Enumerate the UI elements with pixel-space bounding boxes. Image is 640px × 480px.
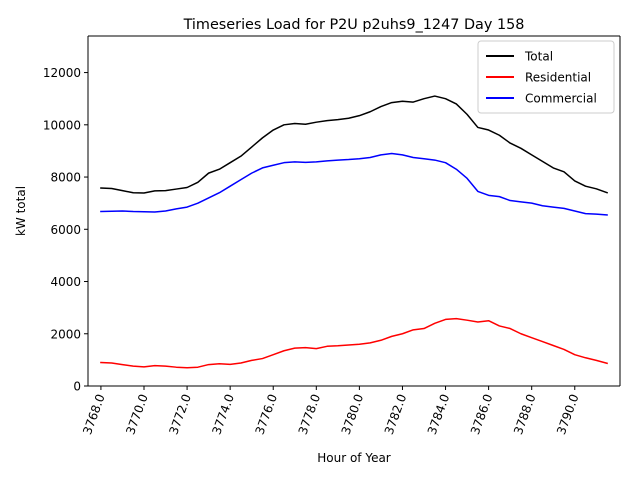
y-tick-label: 2000	[50, 327, 81, 341]
legend-label-total: Total	[524, 50, 553, 64]
y-tick-label: 0	[73, 380, 81, 394]
series-line-residential	[100, 317, 608, 369]
y-tick-label: 10000	[43, 118, 81, 132]
legend: Total Residential Commercial	[477, 40, 615, 114]
y-tick-label: 12000	[43, 66, 81, 80]
legend-item-total: Total	[486, 50, 553, 64]
x-axis-label: Hour of Year	[317, 451, 391, 465]
legend-label-commercial: Commercial	[525, 92, 597, 106]
y-tick-label: 8000	[50, 171, 81, 185]
y-axis-ticks: 0 2000 4000 6000 8000 10000 12000	[43, 66, 88, 394]
chart-title: Timeseries Load for P2U p2uhs9_1247 Day …	[183, 17, 525, 33]
legend-item-commercial: Commercial	[486, 92, 597, 106]
series-layer	[100, 95, 609, 369]
y-tick-label: 6000	[50, 223, 81, 237]
legend-item-residential: Residential	[486, 71, 591, 85]
series-line-commercial	[100, 152, 608, 216]
y-tick-label: 4000	[50, 275, 81, 289]
y-axis-label: kW total	[14, 186, 28, 236]
legend-frame	[477, 40, 615, 114]
series-line-total	[100, 95, 609, 194]
legend-label-residential: Residential	[525, 71, 591, 85]
